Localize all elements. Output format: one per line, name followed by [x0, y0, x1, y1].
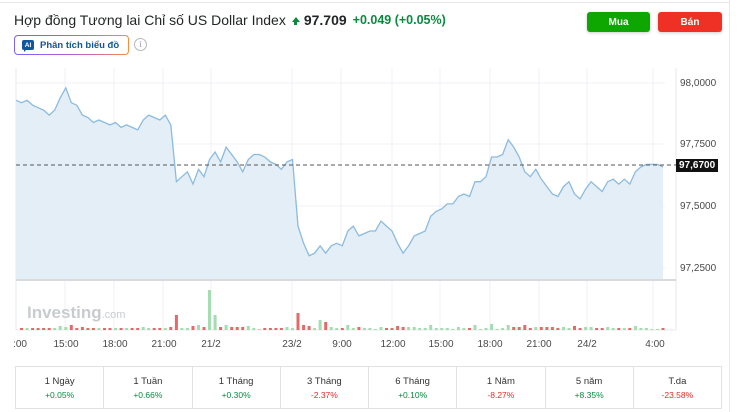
y-axis-label: 97,7500 — [680, 139, 717, 150]
perf-label: 6 Tháng — [395, 375, 430, 387]
ai-button-label: Phân tích biểu đồ — [40, 39, 120, 51]
perf-label: 5 năm — [575, 375, 603, 387]
x-axis-label: 21:00 — [526, 339, 552, 350]
x-axis-label: 15:00 — [53, 339, 79, 350]
last-price: 97.709 — [303, 12, 347, 28]
x-axis-label: 23/2 — [282, 339, 302, 350]
perf-6-month[interactable]: 6 Tháng +0.10% — [369, 367, 458, 408]
volume-bars — [20, 290, 665, 330]
x-axis-label: 18:00 — [102, 339, 128, 350]
instrument-title: Hợp đồng Tương lai Chỉ số US Dollar Inde… — [14, 12, 286, 28]
perf-label: 1 Năm — [486, 375, 515, 387]
price-chart[interactable]: Investing.com 98,0000 97,7500 97,5000 97… — [0, 60, 730, 360]
info-icon[interactable]: i — [134, 38, 147, 51]
performance-table: 1 Ngày +0.05% 1 Tuần +0.66% 1 Tháng +0.3… — [15, 366, 722, 409]
x-axis-label: 24/2 — [577, 339, 597, 350]
perf-value: +8.35% — [574, 389, 604, 400]
perf-1-year[interactable]: 1 Năm -8.27% — [457, 367, 546, 408]
perf-1-month[interactable]: 1 Tháng +0.30% — [193, 367, 281, 408]
perf-value: +0.66% — [133, 389, 163, 400]
x-axis-label: 21:00 — [151, 339, 177, 350]
perf-all-time[interactable]: T.da -23.58% — [634, 367, 721, 408]
y-axis-label: 98,0000 — [680, 78, 717, 89]
buy-button[interactable]: Mua — [587, 12, 650, 32]
x-axis-label: 12:00 — [380, 339, 406, 350]
perf-1-week[interactable]: 1 Tuần +0.66% — [104, 367, 193, 408]
instrument-header: Hợp đồng Tương lai Chỉ số US Dollar Inde… — [14, 10, 446, 30]
perf-value: -23.58% — [661, 389, 694, 400]
y-axis-label: 97,5000 — [680, 201, 717, 212]
arrow-up-icon — [291, 16, 300, 25]
perf-label: 1 Tháng — [218, 375, 254, 387]
top-border — [0, 0, 730, 3]
ai-chart-analysis-button[interactable]: AI Phân tích biểu đồ — [14, 35, 129, 55]
investing-watermark: Investing.com — [27, 303, 126, 322]
perf-value: +0.10% — [398, 389, 428, 400]
x-axis-label: 18:00 — [477, 339, 503, 350]
x-axis-label: 21/2 — [201, 339, 221, 350]
perf-label: T.da — [668, 375, 687, 387]
x-axis-label: 9:00 — [332, 339, 352, 350]
price-area — [16, 87, 663, 280]
perf-5-year[interactable]: 5 năm +8.35% — [546, 367, 634, 408]
chart-canvas — [15, 68, 677, 331]
perf-value: -8.27% — [487, 389, 515, 400]
price-change: +0.049 (+0.05%) — [352, 13, 446, 27]
sell-button[interactable]: Bán — [658, 12, 722, 32]
x-axis-label: 15:00 — [428, 339, 454, 350]
perf-value: +0.30% — [221, 389, 251, 400]
perf-value: -2.37% — [310, 389, 338, 400]
price-line — [15, 86, 664, 257]
ai-chat-icon: AI — [22, 40, 34, 52]
perf-label: 1 Tuần — [133, 375, 163, 387]
y-axis-label: 97,2500 — [680, 263, 717, 274]
ai-button-inner: AI Phân tích biểu đồ — [15, 36, 128, 54]
x-axis-label: :00 — [13, 339, 27, 350]
last-price-marker: 97,6700 — [676, 159, 719, 172]
right-border — [729, 0, 730, 412]
perf-3-month[interactable]: 3 Tháng -2.37% — [281, 367, 369, 408]
perf-value: +0.05% — [45, 389, 75, 400]
perf-label: 1 Ngày — [44, 375, 75, 387]
x-axis-label: 4:00 — [645, 339, 665, 350]
perf-1-day[interactable]: 1 Ngày +0.05% — [16, 367, 105, 408]
perf-label: 3 Tháng — [307, 375, 342, 387]
